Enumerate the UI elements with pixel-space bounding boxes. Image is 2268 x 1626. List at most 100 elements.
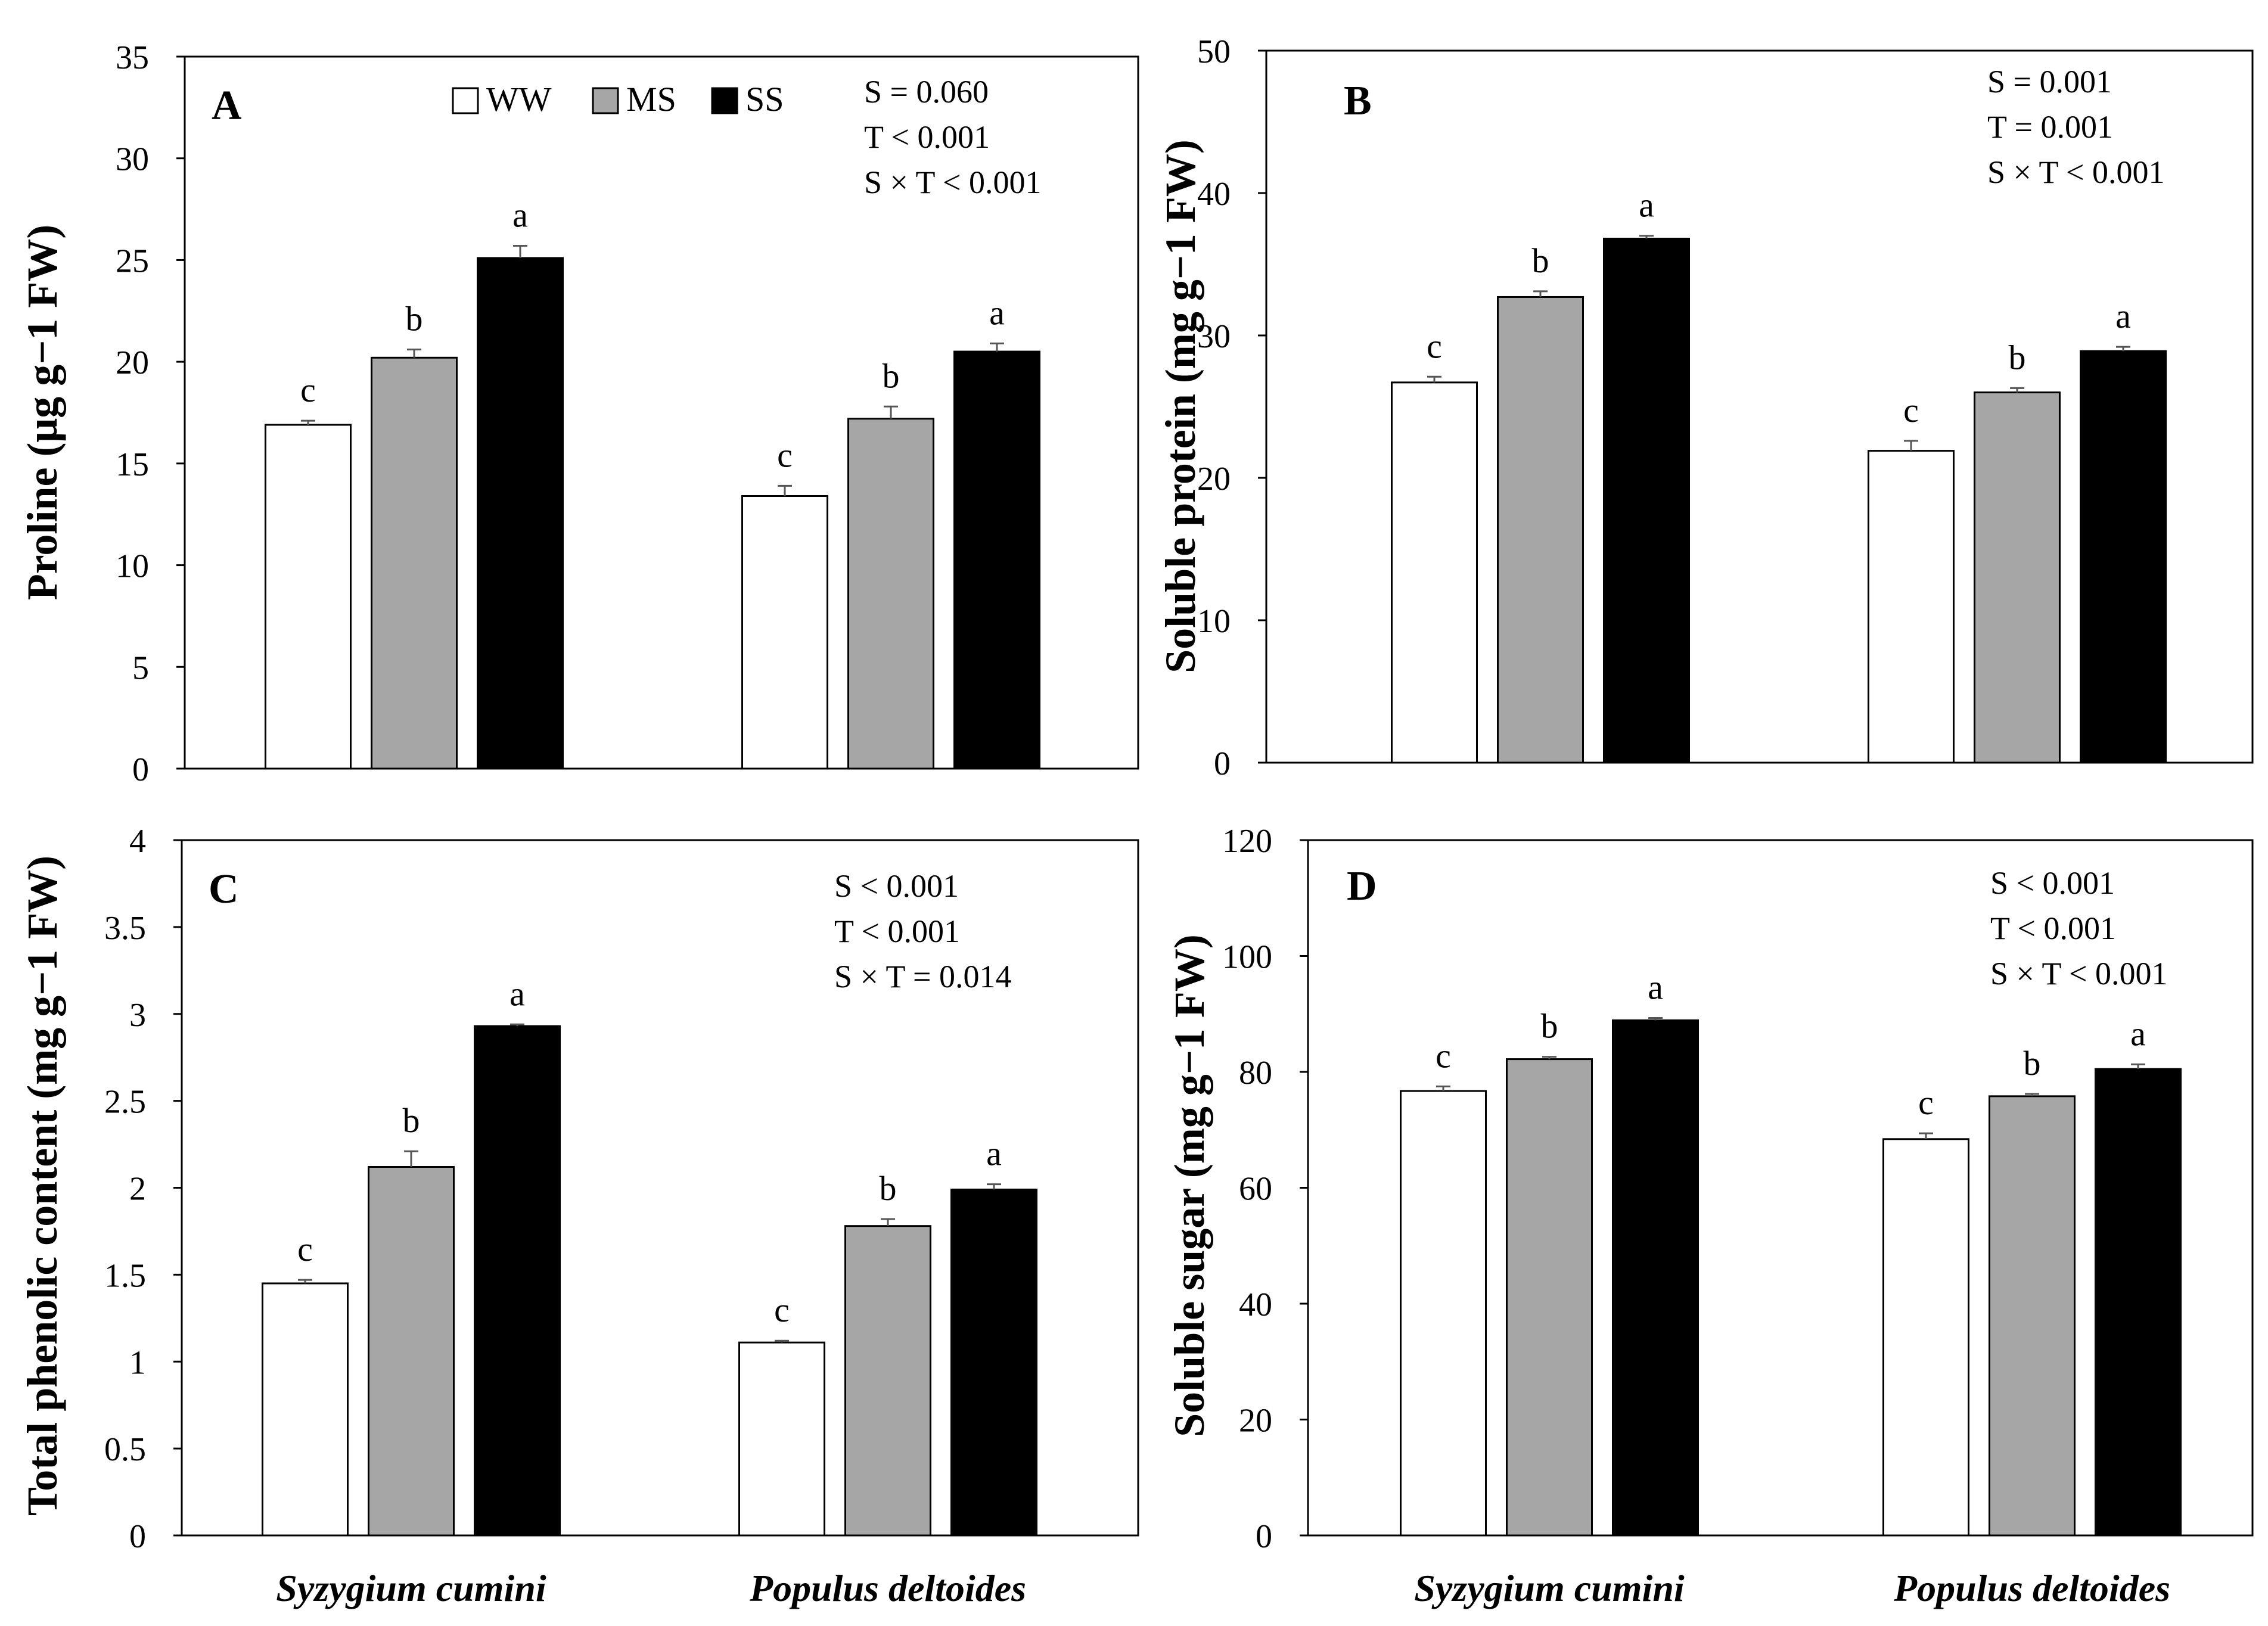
y-tick-label: 1.5: [104, 1257, 146, 1294]
significance-letter: c: [774, 1291, 790, 1329]
bar-ms: [1989, 1095, 2076, 1537]
panel-label: B: [1344, 78, 1372, 124]
y-tick-label: 30: [116, 141, 149, 178]
category-label: Syzygium cumini: [1414, 1567, 1685, 1609]
significance-letter: b: [2024, 1044, 2041, 1083]
y-axis-label: Total phenolic content (mg g−1 FW): [18, 856, 66, 1516]
y-tick-label: 2.5: [104, 1084, 146, 1121]
significance-letter: b: [883, 356, 900, 395]
y-axis-label: Proline (μg g−1 FW): [18, 225, 66, 600]
bar-ss: [477, 257, 564, 770]
bar-ss: [950, 1188, 1037, 1537]
y-tick-label: 0: [129, 1518, 146, 1555]
y-tick-label: 10: [1197, 603, 1231, 640]
bar-ww: [1882, 1138, 1969, 1537]
stats-line: S × T < 0.001: [1987, 154, 2164, 190]
y-axis-label: Soluble protein (mg g−1 FW): [1157, 139, 1204, 673]
y-tick-label: 30: [1197, 318, 1231, 355]
stats-line: S × T < 0.001: [864, 164, 1041, 200]
bar-ww: [1868, 450, 1955, 764]
significance-letter: c: [300, 371, 316, 409]
bar-ms: [1506, 1058, 1593, 1537]
bar-ww: [262, 1282, 349, 1537]
significance-letter: a: [2115, 297, 2131, 335]
stats-line: T < 0.001: [864, 119, 990, 155]
stats-line: T < 0.001: [834, 913, 960, 949]
legend-label: MS: [626, 80, 676, 119]
bar-ms: [847, 418, 934, 770]
y-tick-label: 5: [132, 649, 149, 686]
significance-letter: b: [2009, 338, 2026, 377]
panel-A: 0 5 10 15 20 25 30 35 Proline (μg g−1 FW) A S = 0.…: [18, 39, 1139, 788]
y-tick-label: 0.5: [104, 1431, 146, 1468]
category-label: Populus deltoides: [1893, 1567, 2170, 1609]
legend-label: SS: [745, 80, 784, 119]
significance-letter: b: [403, 1101, 420, 1140]
panel-B: 0 10 20 30 40 50 Soluble protein (mg g−1 FW) B S…: [1157, 33, 2254, 782]
plot-frame: [1265, 49, 2254, 764]
category-label: Populus deltoides: [749, 1567, 1026, 1609]
significance-letter: b: [406, 300, 423, 338]
y-tick-label: 120: [1222, 823, 1272, 860]
y-tick-label: 80: [1239, 1055, 1272, 1092]
y-tick-label: 3.5: [104, 910, 146, 947]
stats-line: T = 0.001: [1987, 109, 2113, 145]
bar-ss: [1612, 1019, 1699, 1537]
y-tick-label: 40: [1197, 176, 1231, 213]
y-tick-label: 15: [116, 446, 149, 483]
y-tick-label: 40: [1239, 1286, 1272, 1323]
y-tick-label: 0: [132, 751, 149, 788]
significance-letter: a: [2130, 1014, 2146, 1053]
bar-ww: [741, 495, 828, 770]
panel-D: 0 20 40 60 80 100 120 Soluble sugar (mg g−1 FW)…: [1166, 823, 2254, 1609]
bar-ms: [1974, 391, 2061, 764]
significance-letter: c: [1436, 1036, 1451, 1075]
bar-ss: [953, 350, 1040, 770]
y-tick-label: 10: [116, 548, 149, 585]
bar-ww: [1400, 1090, 1487, 1537]
bar-ss: [474, 1025, 561, 1537]
plot-frame: [184, 55, 1139, 770]
significance-letter: a: [1648, 968, 1663, 1007]
stats-line: S = 0.001: [1987, 64, 2112, 100]
legend-swatch-ww: [452, 87, 479, 114]
significance-letter: a: [512, 196, 528, 235]
significance-letter: b: [880, 1169, 897, 1208]
stats-line: S × T = 0.014: [834, 959, 1011, 994]
panel-C: 0 0.5 1 1.5 2 2.5 3 3.5 4 Total phenolic content …: [18, 823, 1139, 1609]
stats-line: S × T < 0.001: [1990, 956, 2167, 991]
bar-ms: [844, 1225, 931, 1537]
y-tick-label: 25: [116, 242, 149, 279]
y-tick-label: 20: [116, 344, 149, 381]
legend-swatch-ss: [711, 87, 738, 114]
significance-letter: c: [1427, 327, 1442, 365]
y-tick-label: 50: [1197, 33, 1231, 70]
stats-line: S < 0.001: [1990, 865, 2115, 901]
panel-label: C: [209, 866, 239, 912]
significance-letter: a: [509, 974, 525, 1013]
y-tick-label: 20: [1239, 1403, 1272, 1440]
significance-letter: a: [986, 1134, 1002, 1173]
stats-line: S = 0.060: [864, 74, 989, 110]
significance-letter: a: [989, 293, 1005, 332]
bar-ss: [2080, 350, 2167, 764]
bar-ww: [265, 424, 352, 770]
legend-swatch-ms: [592, 87, 619, 114]
legend: WW MS SS: [452, 80, 784, 119]
y-tick-label: 0: [1214, 745, 1231, 782]
significance-letter: b: [1541, 1007, 1558, 1046]
y-tick-label: 100: [1222, 939, 1272, 976]
significance-letter: c: [1918, 1083, 1934, 1122]
bar-ms: [371, 356, 458, 770]
legend-label: WW: [486, 80, 552, 119]
significance-letter: b: [1532, 241, 1549, 280]
bar-ww: [1391, 381, 1478, 764]
bar-ms: [1497, 296, 1584, 764]
y-tick-label: 4: [129, 823, 146, 860]
significance-letter: c: [297, 1230, 313, 1269]
y-axis-label: Soluble sugar (mg g−1 FW): [1166, 934, 1213, 1437]
panel-label: D: [1347, 863, 1377, 909]
y-tick-label: 3: [129, 997, 146, 1034]
y-tick-label: 35: [116, 39, 149, 76]
